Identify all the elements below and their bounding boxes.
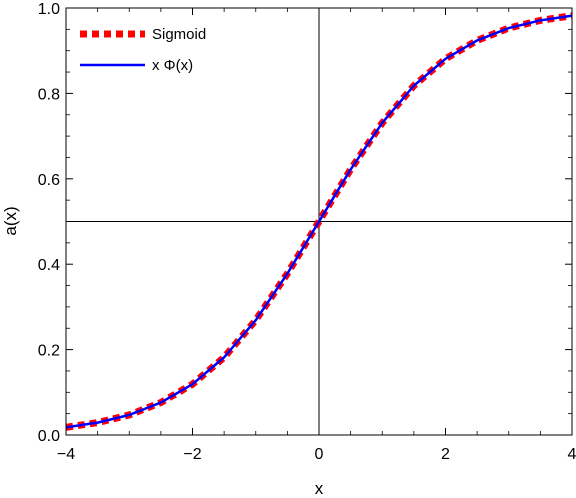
y-axis-label: a(x)	[1, 206, 20, 235]
y-tick-label: 0.6	[38, 172, 60, 189]
y-tick-label: 0.8	[38, 86, 60, 103]
y-axis-ticks: 0.0 0.2 0.4 0.6 0.8 1.0	[38, 1, 572, 445]
series-layer	[65, 12, 573, 431]
x-tick-label: −2	[183, 446, 201, 463]
y-tick-label: 0.0	[38, 428, 60, 445]
y-tick-label: 1.0	[38, 1, 60, 18]
legend-label-sigmoid: Sigmoid	[152, 26, 206, 43]
y-tick-label: 0.4	[38, 257, 60, 274]
x-axis-ticks: −4 −2 0 2 4	[57, 8, 576, 463]
x-tick-label: 4	[568, 446, 576, 463]
series-line-x-phi	[65, 14, 573, 429]
legend-label-x-phi: x Φ(x)	[152, 57, 193, 74]
x-tick-label: 0	[315, 446, 324, 463]
x-tick-label: −4	[57, 446, 75, 463]
legend: Sigmoid x Φ(x)	[80, 26, 206, 74]
x-tick-label: 2	[441, 446, 450, 463]
x-axis-label: x	[315, 479, 324, 498]
y-tick-label: 0.2	[38, 343, 60, 360]
